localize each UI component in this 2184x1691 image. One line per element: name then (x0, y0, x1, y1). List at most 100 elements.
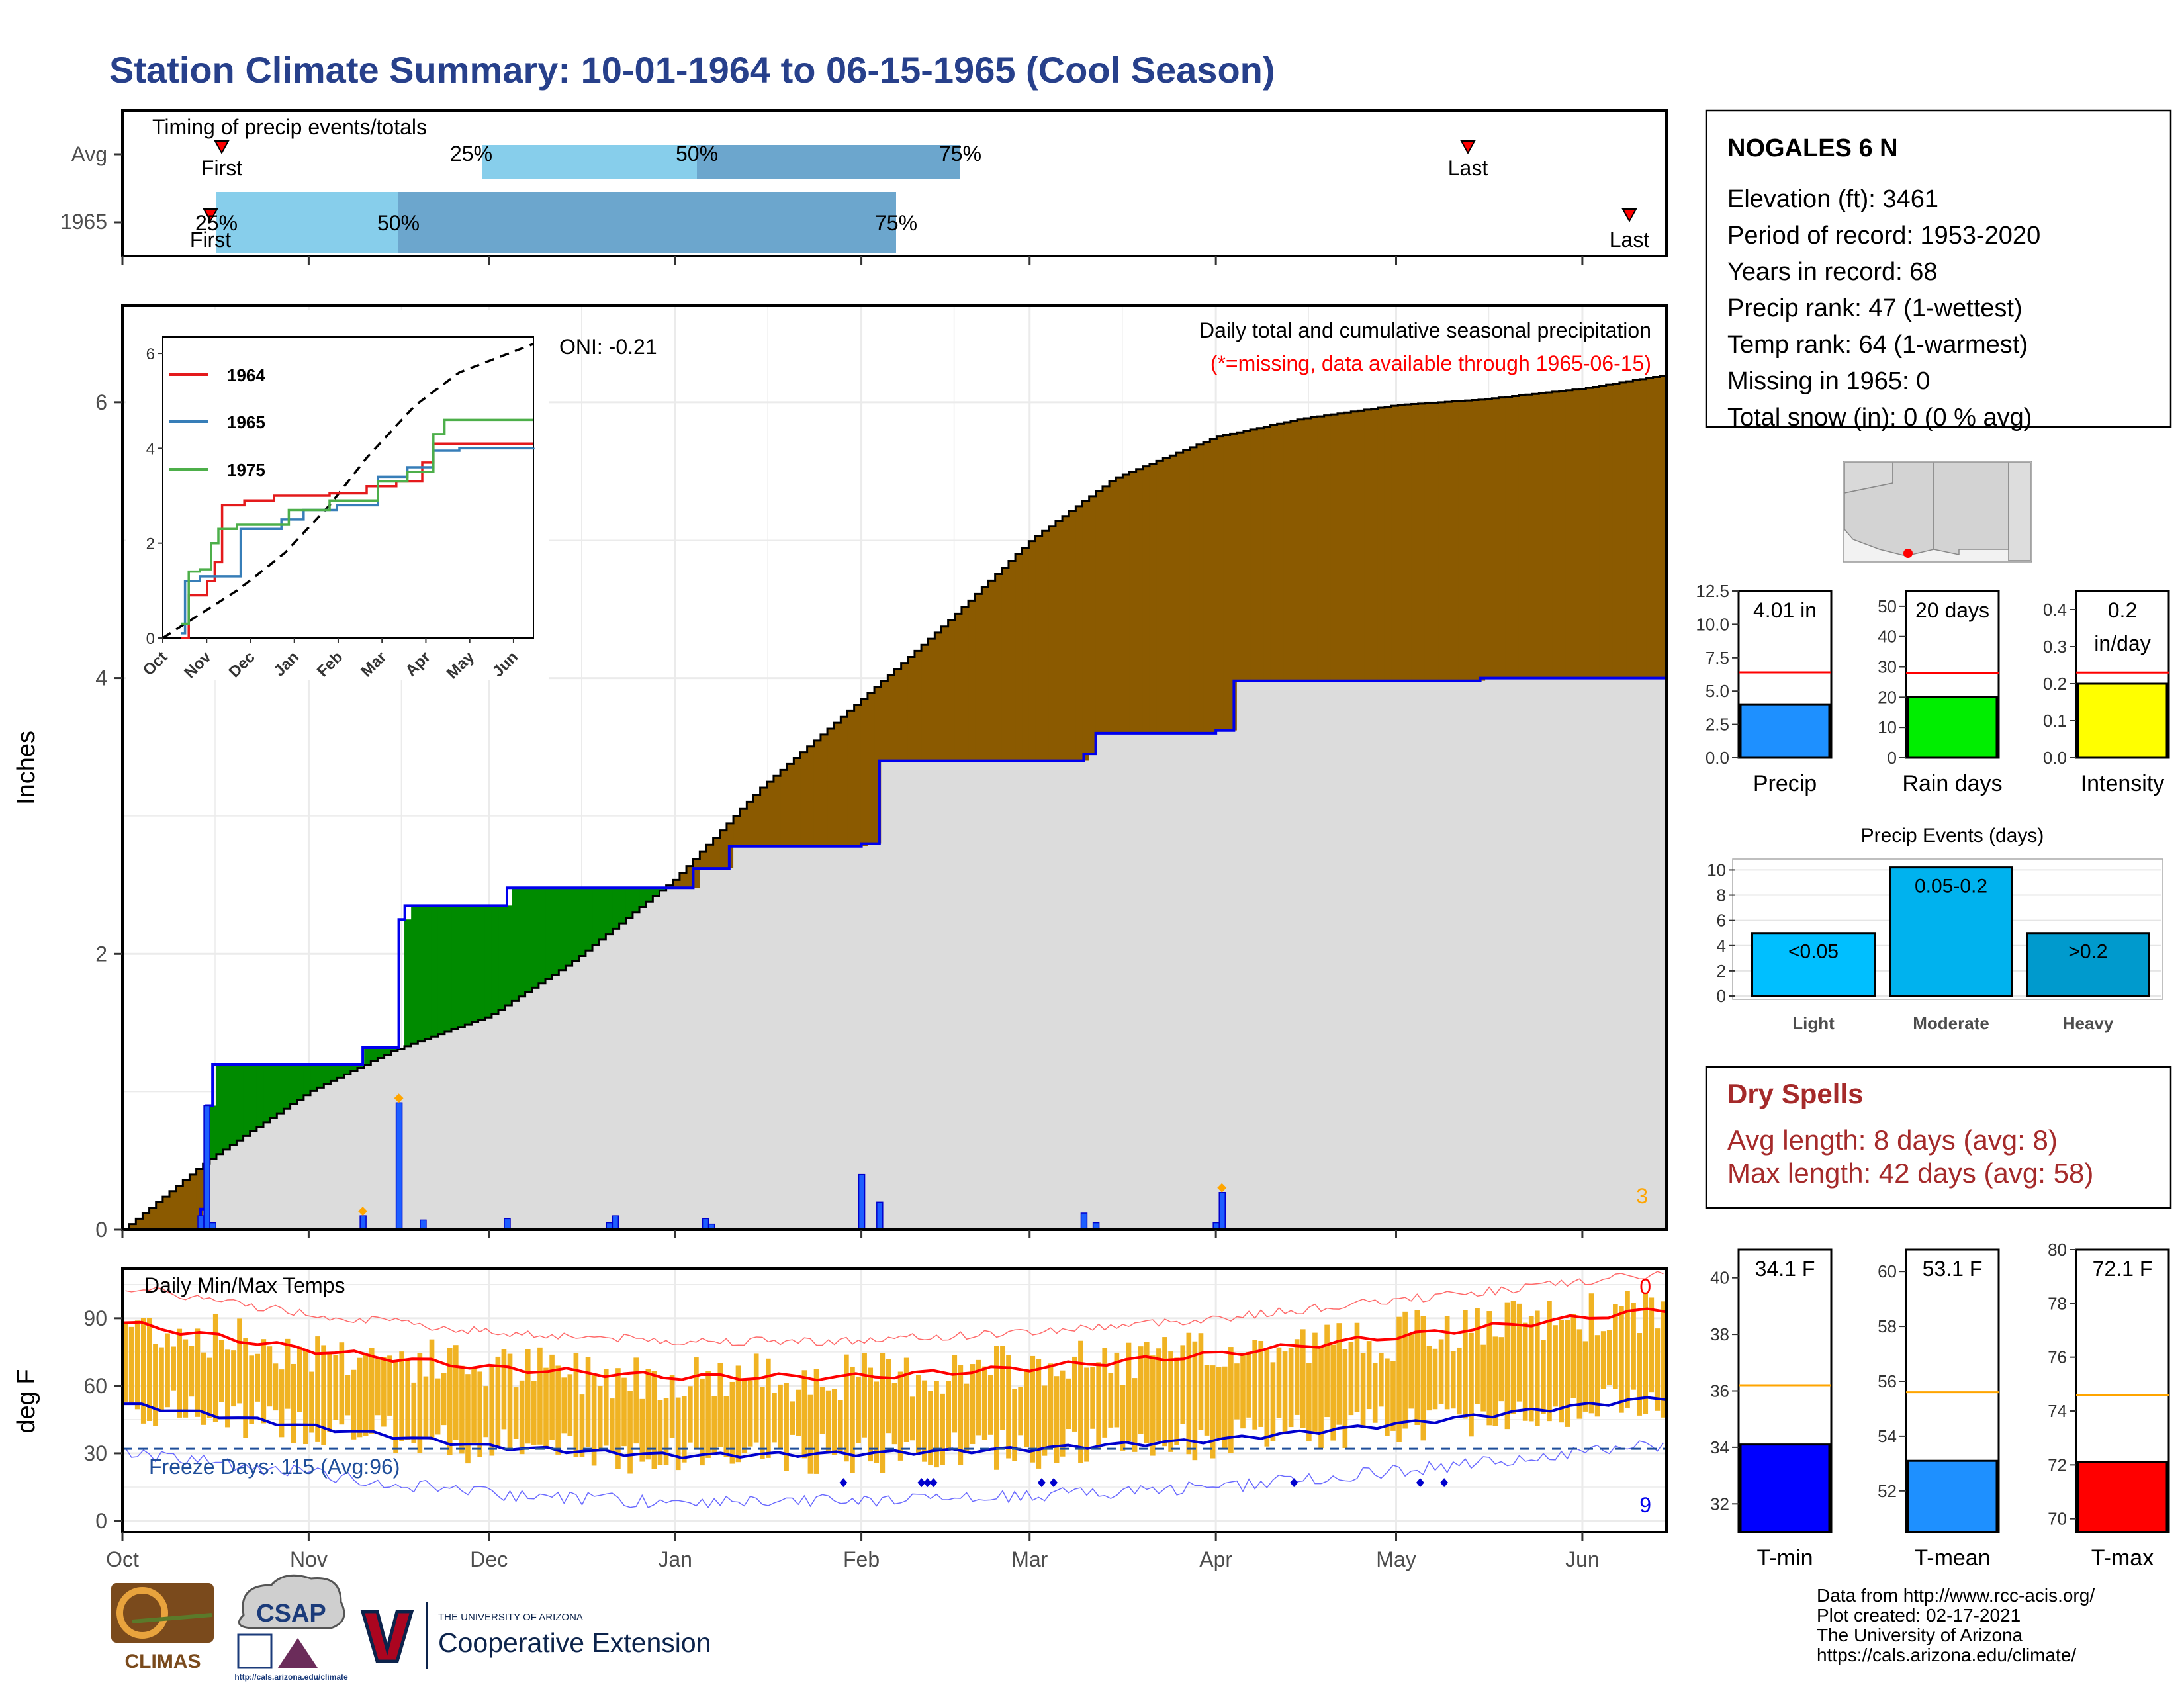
precip-deficit-column (1451, 401, 1459, 681)
precip-base-column (585, 950, 593, 1230)
daily-temp-bar (1390, 1361, 1396, 1431)
daily-temp-bar (1078, 1340, 1083, 1463)
record-low-marker (923, 1478, 932, 1488)
precip-base-column (700, 868, 707, 1230)
climas-logo-swirl (116, 1587, 168, 1639)
daily-temp-bar (868, 1367, 874, 1462)
precip-base-column (343, 1074, 351, 1230)
record-low-marker (839, 1478, 848, 1488)
daily-temp-bar (627, 1391, 633, 1474)
daily-temp-bar (1528, 1316, 1534, 1422)
daily-temp-bar (495, 1356, 501, 1447)
precip-deficit-column (1163, 458, 1170, 733)
precip-deficit-column (1606, 385, 1614, 678)
precip-deficit-column (1075, 506, 1083, 761)
precip-cumulative-areas (122, 375, 1668, 1231)
csap-cloud-icon (238, 1574, 345, 1629)
precip-deficit-column (1599, 385, 1607, 678)
precip-surplus-column (404, 919, 412, 1046)
precip-base-column (1042, 760, 1050, 1230)
daily-temp-bar (465, 1374, 471, 1464)
daily-temp-bar (850, 1366, 855, 1473)
precip-base-column (1458, 680, 1466, 1230)
daily-temp-bar (1234, 1363, 1240, 1420)
daily-precip-bar (504, 1218, 511, 1230)
daily-temp-bar (874, 1381, 880, 1463)
daily-temp-bar (603, 1369, 609, 1446)
precip-deficit-column (1324, 415, 1332, 681)
daily-temp-bar (1150, 1355, 1156, 1456)
daily-temp-bar (291, 1363, 296, 1443)
daily-temp-bar (369, 1348, 375, 1434)
precip-deficit-column (1216, 436, 1224, 731)
precip-base-column (1183, 733, 1191, 1230)
precip-base-column (1612, 678, 1620, 1230)
precip-deficit-column (1572, 389, 1580, 678)
precip-base-column (1391, 680, 1398, 1230)
precip-base-column (1398, 680, 1406, 1230)
daily-temp-bar (1655, 1328, 1661, 1411)
daily-temp-bar (729, 1381, 735, 1464)
precip-surplus-column (431, 905, 439, 1037)
precip-deficit-column (672, 880, 680, 888)
station-snow: Total snow (in): 0 (0 % avg) (1727, 404, 2032, 432)
daily-temp-bar (970, 1364, 976, 1444)
precip-deficit-column (1471, 400, 1479, 681)
daily-temp-bar (1096, 1362, 1101, 1449)
precip-base-column (921, 760, 929, 1230)
precip-base-column (666, 888, 674, 1230)
daily-temp-bar (1613, 1304, 1618, 1389)
precip-base-column (1539, 678, 1547, 1230)
precip-deficit-column (907, 657, 915, 761)
precip-deficit-column (975, 594, 982, 761)
precip-surplus-column (498, 905, 506, 1010)
daily-temp-bar (700, 1378, 705, 1466)
daily-temp-bar (1498, 1337, 1504, 1402)
daily-temp-bar (296, 1346, 302, 1412)
temp-xtick-label: Nov (290, 1547, 328, 1571)
daily-temp-bar (807, 1394, 813, 1474)
daily-temp-bar (212, 1313, 218, 1422)
daily-temp-bar (1276, 1347, 1282, 1418)
precip-base-column (512, 1001, 520, 1230)
daily-precip-bar (702, 1218, 709, 1230)
daily-temp-bar (1553, 1325, 1558, 1407)
daily-temp-bar (946, 1381, 952, 1451)
daily-temp-bar (1252, 1340, 1257, 1430)
precip-base-column (1586, 678, 1594, 1230)
precip-base-column (874, 843, 882, 1230)
daily-temp-bar (357, 1357, 363, 1438)
inset-series-line-1975 (181, 418, 533, 625)
daily-temp-bar (399, 1351, 404, 1441)
daily-temp-bar (1559, 1320, 1564, 1423)
precip-base-column (1156, 733, 1163, 1230)
precip-base-column (1163, 733, 1170, 1230)
precip-deficit-column (1095, 491, 1103, 733)
precip-base-column (390, 1051, 398, 1230)
precip-base-column (1008, 760, 1016, 1230)
precip-base-column (384, 1054, 392, 1230)
precip-base-column (1505, 678, 1513, 1230)
precip-base-column (719, 868, 727, 1230)
daily-temp-bar (321, 1345, 326, 1445)
daily-temp-bar (381, 1357, 387, 1427)
inset-ytick-label: 0 (146, 630, 155, 648)
precip-deficit-column (921, 645, 929, 761)
precip-deficit-column (1344, 412, 1351, 681)
precip-base-column (653, 896, 660, 1230)
daily-precip-bar (197, 1215, 205, 1230)
temp-xtick-label: Oct (106, 1547, 139, 1571)
precip-base-column (632, 912, 640, 1230)
daily-temp-bar (669, 1375, 675, 1438)
precip-base-column (961, 760, 969, 1230)
daily-temp-bar (1396, 1316, 1402, 1442)
precip-surplus-column (223, 1064, 230, 1150)
precip-base-column (679, 888, 687, 1230)
map-state-new-mexico (1933, 462, 2009, 555)
precip-base-column (1149, 733, 1157, 1230)
daily-temp-bar (1108, 1373, 1114, 1428)
daily-temp-bar (363, 1353, 369, 1436)
daily-temp-bar (579, 1394, 585, 1457)
precip-deficit-column (1223, 435, 1231, 731)
events-tick-label: 10 (1707, 860, 1726, 880)
